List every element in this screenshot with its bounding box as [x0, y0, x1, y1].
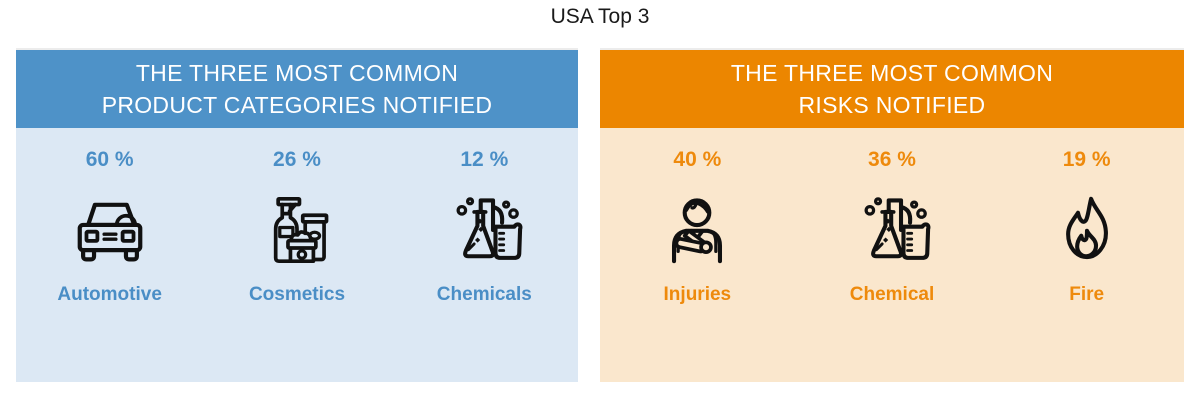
- stat-label: Chemical: [849, 284, 935, 305]
- page-title: USA Top 3: [550, 5, 650, 28]
- fire-icon: [1046, 188, 1128, 272]
- stat-automotive: 60 % Automotive: [16, 128, 203, 382]
- risks-header: THE THREE MOST COMMON RISKS NOTIFIED: [600, 48, 1184, 128]
- stat-label: Fire: [1069, 284, 1105, 305]
- product-categories-header: THE THREE MOST COMMON PRODUCT CATEGORIES…: [16, 48, 578, 128]
- car-icon: [68, 188, 152, 272]
- stat-label: Chemicals: [436, 284, 532, 305]
- injured-person-icon: [656, 188, 738, 272]
- panel-title-line1: THE THREE MOST COMMON: [135, 60, 459, 86]
- stat-value: 12 %: [460, 148, 509, 171]
- panel-title-line2: PRODUCT CATEGORIES NOTIFIED: [101, 92, 493, 118]
- panel-title-line2: RISKS NOTIFIED: [798, 92, 986, 118]
- stat-label: Cosmetics: [248, 284, 346, 305]
- stat-value: 19 %: [1062, 148, 1111, 171]
- chemicals-flask-icon: [851, 188, 933, 272]
- stat-value: 26 %: [273, 148, 321, 171]
- risks-body: 40 % Injuries 36 %: [600, 128, 1184, 382]
- product-categories-panel: THE THREE MOST COMMON PRODUCT CATEGORIES…: [16, 48, 578, 382]
- stat-value: 60 %: [85, 148, 134, 171]
- stat-fire: 19 % Fire: [989, 128, 1184, 382]
- stat-injuries: 40 % Injuries: [600, 128, 795, 382]
- product-categories-body: 60 % Automotive 26 %: [16, 128, 578, 382]
- cosmetics-icon: [256, 188, 338, 272]
- risks-panel: THE THREE MOST COMMON RISKS NOTIFIED 40 …: [600, 48, 1184, 382]
- stat-value: 40 %: [673, 148, 722, 171]
- stat-chemical-risk: 36 %: [795, 128, 990, 382]
- chemicals-flask-icon: [443, 188, 525, 272]
- stat-cosmetics: 26 %: [203, 128, 390, 382]
- stat-label: Automotive: [57, 284, 162, 305]
- panel-title-line1: THE THREE MOST COMMON: [730, 60, 1054, 86]
- stat-chemicals: 12 %: [391, 128, 578, 382]
- stat-value: 36 %: [868, 148, 916, 171]
- stat-label: Injuries: [663, 284, 732, 305]
